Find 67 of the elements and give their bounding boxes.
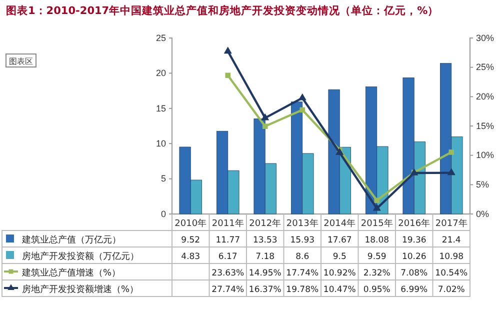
data-label: 11.77 (216, 236, 240, 246)
x-tick-label: 2013年 (286, 218, 318, 229)
data-label: 27.74% (212, 285, 244, 295)
label-box: 图表区 (6, 54, 36, 68)
point (374, 198, 380, 204)
point (262, 124, 268, 129)
data-label: 21.4 (442, 236, 461, 246)
data-label: 14.95% (248, 268, 282, 278)
y-tick-label: 15 (156, 103, 166, 114)
y-tick-label: 0 (160, 208, 166, 219)
data-label: 10.47% (323, 285, 356, 295)
x-tick-label: 2012年 (249, 218, 282, 229)
point (261, 113, 270, 120)
legend-label: 建筑业总产值增速（%） (21, 268, 121, 278)
data-label: 6.99% (400, 285, 428, 295)
data-label: 10.26 (402, 252, 426, 262)
point (300, 107, 306, 113)
y-tick-label: 10 (156, 138, 166, 148)
data-label: 16.37% (248, 285, 282, 295)
x-tick-label: 2014年 (324, 218, 356, 229)
y2-tick-label: 0% (476, 208, 490, 219)
data-label: 7.08% (400, 268, 428, 278)
x-tick-label: 2016年 (398, 218, 430, 229)
x-tick-label: 2011年 (212, 218, 244, 229)
data-label: 7.18 (256, 252, 275, 262)
chart-title: 图表1：2010-2017年中国建筑业总产值和房地产开发投资变动情况（单位：亿元，%） (6, 4, 439, 17)
data-label: 7.02% (438, 285, 465, 295)
legend-label: 房地产开发投资额增速（%） (22, 284, 139, 295)
data-label: 10.98 (439, 252, 464, 262)
y2-tick-label: 10% (476, 150, 494, 160)
y-tick-label: 20 (156, 68, 166, 78)
y2-tick-label: 15% (476, 120, 494, 131)
point (224, 46, 232, 54)
point (225, 72, 231, 78)
data-label: 9.59 (367, 252, 386, 262)
y2-tick-label: 30% (476, 32, 494, 43)
point (372, 204, 381, 211)
legend-label: 建筑业总产值（万亿元） (21, 234, 121, 246)
data-label: 4.83 (181, 252, 200, 262)
data-label: 10.92% (323, 268, 356, 278)
data-label: 6.17 (218, 252, 238, 262)
data-label: 8.6 (296, 252, 310, 262)
point (298, 93, 306, 100)
data-label: 9.52 (181, 236, 200, 246)
x-tick-label: 2015年 (360, 218, 393, 229)
data-label: 19.36 (402, 236, 426, 246)
data-label: 17.67 (327, 236, 352, 246)
data-label: 2.32% (363, 268, 390, 278)
y-tick-label: 5 (160, 174, 166, 184)
x-tick-label: 2010年 (174, 218, 207, 229)
data-label: 19.78% (286, 285, 319, 295)
data-label: 13.53 (252, 236, 278, 246)
data-label: 17.74% (286, 268, 319, 278)
legend-label: 房地产开发投资额（万亿元） (22, 251, 139, 262)
data-label: 15.93 (290, 236, 315, 246)
point (448, 150, 454, 155)
y2-tick-label: 25% (476, 62, 494, 72)
x-tick-label: 2017年 (435, 218, 468, 229)
y-tick-label: 25 (156, 32, 166, 43)
data-label: 10.54% (435, 268, 468, 278)
data-label: 9.5 (332, 252, 346, 262)
data-label: 18.08 (364, 236, 390, 246)
y2-tick-label: 5% (476, 180, 490, 190)
data-label: 23.63% (212, 268, 244, 278)
point (447, 168, 456, 176)
y2-tick-label: 20% (476, 92, 494, 102)
data-label: 0.95% (363, 285, 390, 295)
